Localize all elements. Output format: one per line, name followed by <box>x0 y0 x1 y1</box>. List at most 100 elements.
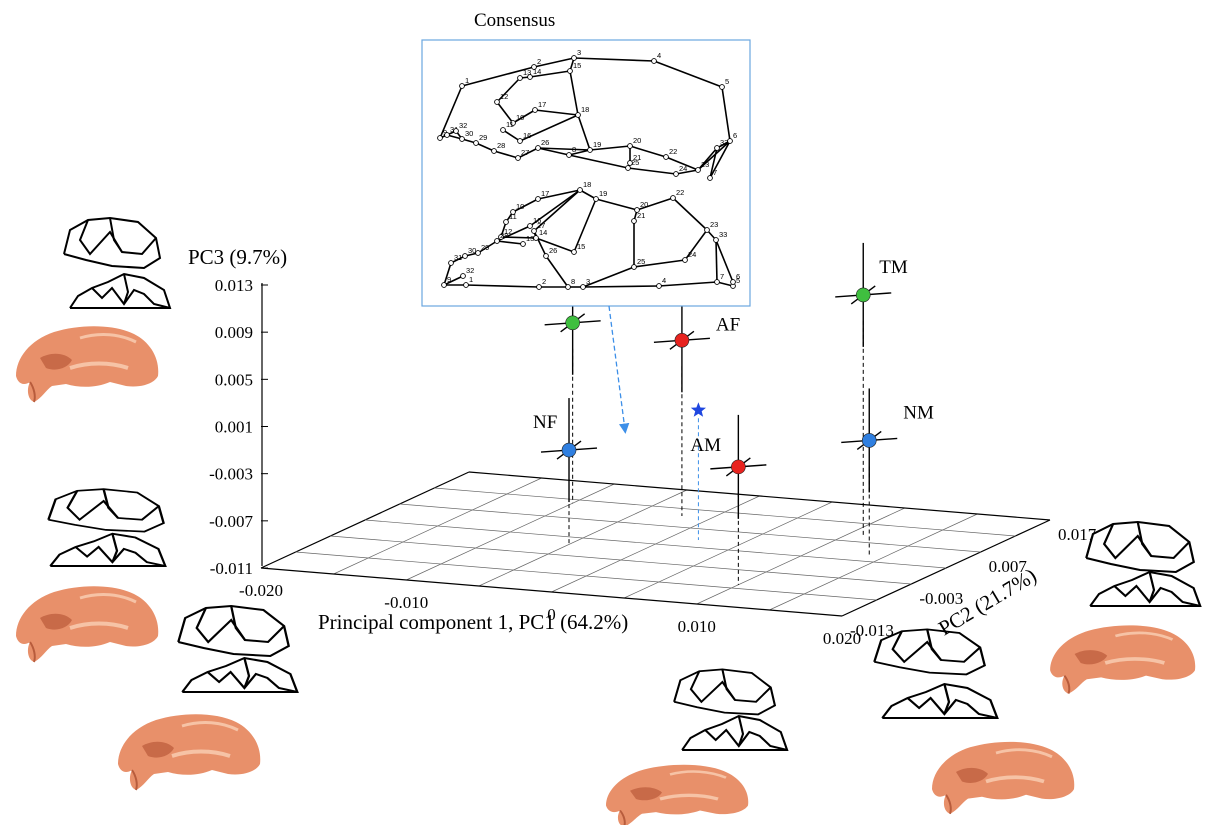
landmark-number: 20 <box>640 200 648 209</box>
landmark-number: 24 <box>688 250 696 259</box>
landmark-link <box>675 169 699 175</box>
landmark-link <box>709 140 731 179</box>
landmark-point <box>627 160 633 166</box>
landmark-link <box>533 57 575 68</box>
landmark-number: 33 <box>719 230 727 239</box>
point-marker <box>565 315 580 331</box>
landmark-point <box>593 196 599 202</box>
point-label: AF <box>716 314 740 335</box>
landmark-link <box>537 147 570 156</box>
landmark-number: 17 <box>538 100 546 109</box>
x-tick-label: 0.010 <box>678 617 716 636</box>
landmark-point <box>444 132 450 138</box>
landmark-number: 10 <box>516 113 524 122</box>
landmark-number: 12 <box>500 92 508 101</box>
y-tick-label: 0.017 <box>1058 525 1097 544</box>
z-tick-label: 0.013 <box>215 276 253 295</box>
landmark-number: 1 <box>465 76 469 85</box>
landmark-link <box>569 70 579 116</box>
x-tick-label: 0.020 <box>823 629 861 648</box>
point-label: NF <box>533 412 557 433</box>
landmark-link <box>512 198 539 213</box>
grid-line <box>364 519 947 569</box>
landmark-point <box>566 152 572 158</box>
landmark-point <box>517 138 523 144</box>
landmark-number: 33 <box>720 138 728 147</box>
landmark-link <box>493 150 519 159</box>
landmark-number: 14 <box>539 228 547 237</box>
landmark-number: 26 <box>549 246 557 255</box>
landmark-point <box>463 282 469 288</box>
landmark-link <box>545 255 569 288</box>
landmark-point <box>510 209 516 215</box>
landmark-point <box>727 138 733 144</box>
landmark-link <box>465 284 540 288</box>
landmark-point <box>730 279 736 285</box>
landmark-link <box>672 197 708 231</box>
point-marker <box>674 333 690 348</box>
landmark-number: 11 <box>506 120 514 129</box>
landmark-link <box>627 167 677 175</box>
landmark-point <box>536 284 542 290</box>
landmark-number: 24 <box>679 164 687 173</box>
landmark-number: 3 <box>577 48 581 57</box>
skull-wireframe-icon <box>63 217 161 269</box>
inset-border <box>421 39 751 307</box>
skull-wireframe-icon <box>673 668 776 716</box>
point-label: AM <box>690 435 721 456</box>
landmark-point <box>631 264 637 270</box>
landmark-point <box>631 218 637 224</box>
landmark-link <box>582 285 660 288</box>
landmark-point <box>565 284 571 290</box>
landmark-point <box>437 135 443 141</box>
landmark-point <box>695 167 701 173</box>
landmark-number: 14 <box>533 67 541 76</box>
landmark-link <box>658 281 718 287</box>
skull-lateral-icon <box>1050 625 1195 693</box>
landmark-point <box>531 64 537 70</box>
landmark-number: 25 <box>631 158 639 167</box>
consensus-arrow <box>608 305 630 434</box>
landmark-number: 29 <box>479 133 487 142</box>
grid-line <box>330 535 912 585</box>
point-marker <box>855 287 871 303</box>
landmark-link <box>439 85 463 139</box>
landmark-point <box>587 147 593 153</box>
landmark-link <box>529 70 571 78</box>
landmark-number: 2 <box>542 277 546 286</box>
landmark-number: 8 <box>571 277 575 286</box>
landmark-link <box>461 66 535 87</box>
skull-lateral-icon <box>14 324 161 404</box>
landmark-point <box>462 253 468 259</box>
landmark-number: 13 <box>523 68 531 77</box>
landmark-number: 29 <box>481 243 489 252</box>
landmark-number: 3 <box>586 277 590 286</box>
landmark-link <box>582 266 635 288</box>
landmark-number: 4 <box>662 276 666 285</box>
landmark-link <box>629 145 667 158</box>
y-axis-tick-labels: -0.013 -0.003 0.007 0.017 <box>850 525 1097 640</box>
landmark-point <box>627 143 633 149</box>
landmark-link <box>443 275 464 286</box>
landmark-number: 13 <box>526 234 534 243</box>
landmark-point <box>571 249 577 255</box>
landmark-number: 21 <box>633 153 641 162</box>
landmark-point <box>651 58 657 64</box>
landmark-point <box>459 83 465 89</box>
landmark-link <box>475 142 495 152</box>
grid-line <box>434 487 1016 537</box>
landmark-number: 5 <box>736 276 740 285</box>
landmark-point <box>571 55 577 61</box>
landmark-point <box>503 219 509 225</box>
landmark-number: 7 <box>713 168 717 177</box>
landmark-number: 9 <box>447 275 451 284</box>
landmark-number: 32 <box>466 266 474 275</box>
landmark-number: 22 <box>676 188 684 197</box>
x-tick-label: 0 <box>547 605 556 624</box>
landmark-point <box>719 84 725 90</box>
skull-lateral-icon <box>930 739 1077 816</box>
landmark-link <box>496 77 521 103</box>
skull-wireframe-icon <box>47 487 165 533</box>
